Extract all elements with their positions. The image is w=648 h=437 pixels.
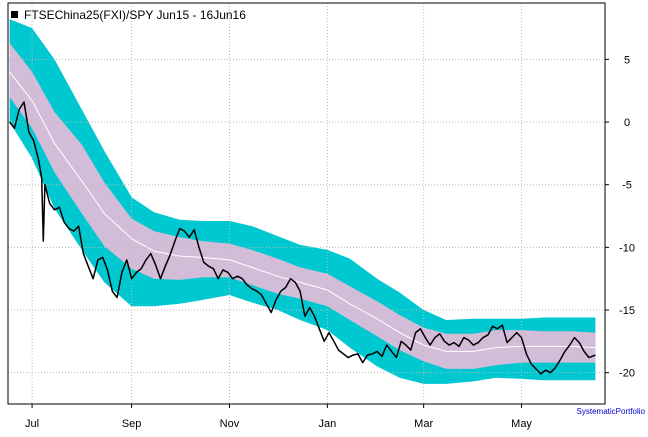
y-tick-label: -10	[619, 242, 635, 254]
y-tick-label: 0	[624, 117, 630, 129]
legend-marker	[11, 11, 18, 18]
credit-label: SystematicPortfolio	[577, 407, 646, 416]
x-axis: Jul Sep Nov Jan Mar May	[25, 404, 532, 430]
grid-layer	[8, 3, 605, 404]
x-tick-label: Jan	[318, 418, 336, 430]
y-tick-label: -5	[622, 180, 632, 192]
band-midline	[9, 71, 596, 352]
x-tick-label: May	[511, 418, 532, 430]
x-tick-label: Sep	[122, 418, 142, 430]
outer-band	[9, 19, 596, 384]
x-tick-label: Nov	[220, 418, 240, 430]
x-tick-label: Mar	[414, 418, 433, 430]
y-tick-label: -20	[619, 368, 635, 380]
band-layer	[9, 19, 596, 384]
x-tick-label: Jul	[25, 418, 39, 430]
series-line	[9, 101, 596, 375]
y-tick-label: -15	[619, 305, 635, 317]
chart-title: FTSEChina25(FXI)/SPY Jun15 - 16Jun16	[24, 8, 246, 22]
inner-band	[9, 43, 596, 369]
y-axis: 5 0 -5 -10 -15 -20	[605, 54, 635, 380]
series-layer	[9, 101, 596, 375]
y-tick-label: 5	[624, 54, 630, 66]
plot-frame	[7, 2, 606, 405]
